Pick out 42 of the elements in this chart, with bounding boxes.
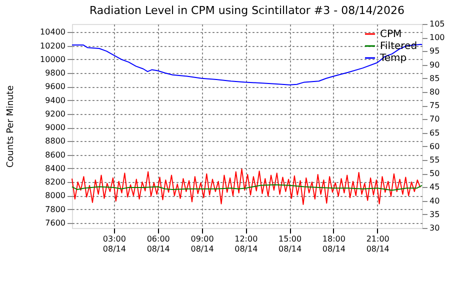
x-tick-label: 03:00 08/14 (102, 234, 126, 254)
y2-tick-label: 65 (430, 128, 440, 138)
y2-tick-label: 40 (430, 196, 440, 206)
y2-tick-label: 35 (430, 210, 440, 219)
y2-tick-label: 80 (430, 88, 440, 96)
y-tick-label: 9200 (45, 109, 66, 118)
y-tick-label: 7600 (45, 218, 66, 228)
legend-label: CPM (380, 29, 402, 40)
x-tick-label: 12:00 08/14 (234, 234, 258, 254)
y2-tick-label: 100 (430, 33, 445, 42)
y-tick-label: 9400 (45, 96, 66, 105)
y-tick-label: 10000 (40, 54, 66, 64)
y2-tick-label: 75 (430, 101, 440, 110)
y-axis-title: Counts Per Minute (6, 84, 16, 168)
y-tick-label: 10400 (40, 28, 66, 37)
x-tick-label: 18:00 08/14 (322, 234, 346, 254)
y-tick-label: 9000 (45, 123, 66, 132)
y-tick-label: 8600 (45, 150, 66, 160)
chart-title: Radiation Level in CPM using Scintillator #3 - 08/14/2026 (90, 4, 404, 17)
y2-tick-label: 105 (430, 20, 445, 28)
y-tick-label: 8800 (45, 136, 66, 146)
y2-tick-label: 85 (430, 74, 440, 83)
x-tick-label: 09:00 08/14 (190, 234, 214, 254)
y2-tick-label: 90 (430, 60, 440, 70)
y2-tick-label: 30 (430, 224, 440, 232)
y2-tick-label: 55 (430, 156, 440, 164)
y-tick-label: 8400 (45, 164, 66, 173)
y2-tick-label: 95 (430, 46, 440, 56)
line-series (72, 168, 421, 205)
y-tick-label: 9800 (45, 68, 66, 78)
y-tick-label: 8200 (45, 178, 66, 187)
y2-tick-label: 50 (430, 169, 440, 178)
x-tick-label: 21:00 08/14 (366, 234, 390, 254)
y2-tick-label: 60 (430, 142, 440, 151)
x-tick-label: 15:00 08/14 (278, 234, 302, 254)
y-tick-label: 7800 (45, 204, 66, 214)
y-tick-label: 10200 (40, 41, 66, 50)
x-tick-label: 06:00 08/14 (146, 234, 170, 254)
y-tick-label: 8000 (45, 191, 66, 200)
y2-tick-label: 45 (430, 182, 440, 192)
y-tick-label: 9600 (45, 82, 66, 92)
y2-tick-label: 70 (430, 114, 440, 124)
